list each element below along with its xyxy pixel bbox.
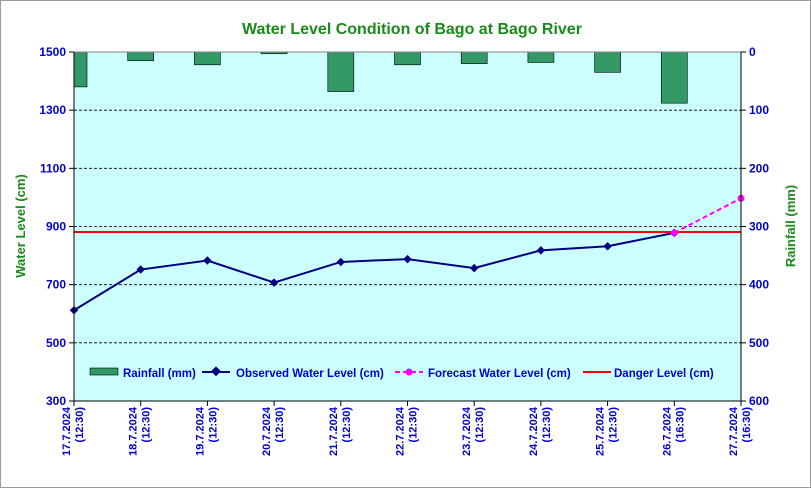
x-tick-label-time: (12:30) [408, 407, 420, 443]
observed-point [403, 254, 412, 264]
x-tick-label-date: 18.7.2024 [128, 406, 140, 456]
left-tick-label: 1500 [39, 45, 66, 59]
left-tick-label: 500 [46, 336, 66, 350]
x-tick-label-date: 23.7.2024 [461, 406, 473, 456]
observed-point [336, 257, 346, 267]
right-axis-title: Rainfall (mm) [783, 185, 798, 267]
x-tick-label-time: (12:30) [541, 407, 553, 443]
left-axis-ticks: 300 500 700 900 1100 1300 1500 [39, 45, 74, 408]
chart-title: Water Level Condition of Bago at Bago Ri… [242, 21, 582, 38]
rainfall-bar [527, 51, 555, 63]
rainfall-bar [660, 51, 688, 104]
right-tick-label: 500 [749, 336, 769, 350]
rainfall-bar [73, 51, 88, 88]
right-tick-label: 100 [749, 103, 769, 117]
legend-forecast-label: Forecast Water Level (cm) [428, 368, 571, 380]
x-tick-label-date: 27.7.2024 [728, 406, 740, 456]
legend-rainfall-label: Rainfall (mm) [123, 368, 196, 380]
legend-observed-marker [211, 366, 221, 377]
x-tick-label-time: (12:30) [207, 407, 219, 443]
left-tick-label: 700 [46, 278, 66, 292]
x-tick-label-date: 17.7.2024 [61, 406, 73, 456]
legend-observed-label: Observed Water Level (cm) [236, 368, 384, 380]
x-tick-label-time: (12:30) [74, 407, 86, 443]
x-tick-label-date: 25.7.2024 [595, 406, 607, 456]
rainfall-bar [327, 51, 355, 92]
right-axis-ticks: 0 100 200 300 400 500 600 [741, 45, 769, 408]
right-tick-label: 200 [749, 161, 769, 175]
observed-point [136, 265, 145, 274]
right-tick-label: 600 [749, 394, 769, 408]
x-tick-label-time: (12:30) [274, 407, 286, 443]
observed-point [469, 263, 479, 273]
x-tick-label-date: 24.7.2024 [528, 406, 540, 456]
left-axis-title: Water Level (cm) [13, 174, 28, 278]
forecast-line [673, 197, 742, 234]
x-tick-label-time: (12:30) [474, 407, 486, 443]
x-tick-label-date: 21.7.2024 [328, 406, 340, 456]
rainfall-bar [394, 51, 421, 66]
x-tick-label-date: 19.7.2024 [194, 406, 206, 456]
x-tick-label-date: 26.7.2024 [661, 406, 673, 456]
x-tick-label-time: (12:30) [341, 407, 353, 443]
left-tick-label: 900 [46, 220, 66, 234]
right-tick-label: 0 [749, 45, 756, 59]
left-tick-label: 1300 [39, 103, 66, 117]
rainfall-bar [194, 51, 221, 66]
rainfall-bar [460, 51, 488, 64]
x-tick-label-time: (16:30) [741, 407, 753, 443]
x-tick-label-date: 20.7.2024 [261, 406, 273, 456]
forecast-point [670, 229, 678, 237]
legend: Rainfall (mm) Observed Water Level (cm) … [89, 366, 714, 380]
observed-point [269, 278, 279, 287]
x-axis-ticks: 17.7.2024 (12:30) 18.7.2024 (12:30) 19.7.202… [61, 401, 753, 456]
right-tick-label: 300 [749, 220, 769, 234]
legend-danger-label: Danger Level (cm) [614, 368, 714, 380]
x-tick-label-time: (12:30) [608, 407, 620, 443]
left-tick-label: 1100 [40, 161, 66, 175]
observed-line [73, 231, 675, 312]
rainfall-bar [594, 51, 621, 73]
gridlines [74, 109, 741, 344]
x-tick-label-date: 22.7.2024 [395, 406, 407, 456]
right-tick-label: 400 [749, 278, 769, 292]
x-tick-label-time: (12:30) [141, 407, 153, 443]
legend-rainfall-swatch [89, 367, 119, 376]
observed-point [203, 256, 212, 265]
legend-forecast-marker [405, 368, 413, 376]
rainfall-bar [127, 51, 154, 62]
left-tick-label: 300 [46, 394, 66, 408]
x-tick-label-time: (16:30) [674, 407, 686, 443]
